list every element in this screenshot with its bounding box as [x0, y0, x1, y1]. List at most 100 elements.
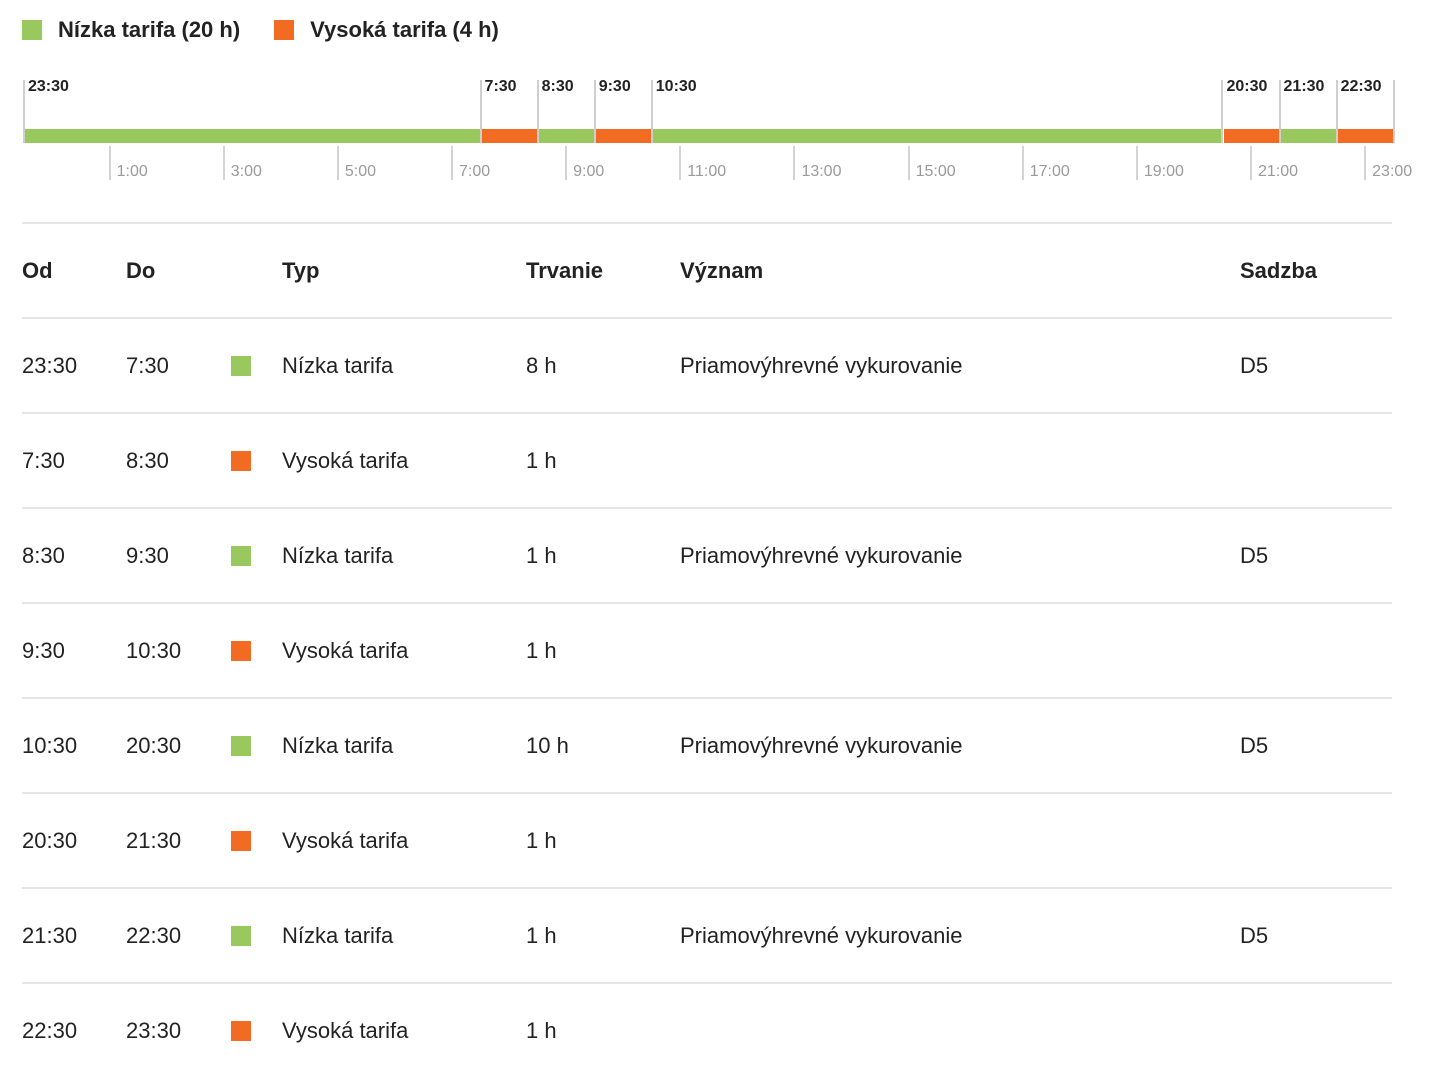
timeline-hour-tick — [907, 146, 910, 180]
timeline-hour-tick — [108, 146, 111, 180]
timeline-segment-high — [596, 129, 652, 143]
table-row: 10:30 20:30 Nízka tarifa 10 h Priamovýhrevné… — [22, 697, 1392, 792]
cell-trvanie: 1 h — [526, 448, 557, 473]
cell-od: 10:30 — [22, 733, 78, 758]
cell-trvanie: 1 h — [526, 923, 557, 948]
cell-trvanie: 1 h — [526, 828, 557, 853]
cell-od: 21:30 — [22, 923, 78, 948]
timeline-boundary-label: 8:30 — [541, 78, 574, 95]
timeline-segment-low — [539, 129, 595, 143]
cell-trvanie: 1 h — [526, 638, 557, 663]
cell-vyznam: Priamovýhrevné vykurovanie — [680, 923, 963, 948]
legend-swatch-high — [274, 20, 295, 40]
cell-typ: Vysoká tarifa — [282, 638, 409, 663]
timeline-boundary-tick — [479, 80, 482, 143]
table-row: 22:30 23:30 Vysoká tarifa 1 h — [22, 982, 1392, 1077]
header-trvanie: Trvanie — [526, 258, 604, 283]
cell-do: 7:30 — [126, 353, 169, 378]
timeline-segment-high — [1338, 129, 1394, 143]
timeline-hour-label: 15:00 — [915, 163, 956, 180]
cell-do: 20:30 — [126, 733, 182, 758]
legend-label-high: Vysoká tarifa (4 h) — [310, 17, 499, 42]
timeline-hour-label: 5:00 — [344, 163, 377, 180]
cell-typ: Vysoká tarifa — [282, 1018, 409, 1043]
cell-sadzba: D5 — [1240, 353, 1269, 378]
timeline-hour-label: 21:00 — [1258, 163, 1299, 180]
cell-od: 22:30 — [22, 1018, 78, 1043]
timeline-boundary-tick — [23, 80, 25, 143]
table-body: 23:30 7:30 Nízka tarifa 8 h Priamovýhrevné v… — [22, 317, 1392, 1077]
cell-sadzba: D5 — [1240, 543, 1269, 568]
timeline-hour-tick — [1135, 146, 1138, 180]
timeline-boundary-label: 22:30 — [1340, 78, 1382, 95]
tariff-type-swatch — [231, 641, 251, 661]
cell-do: 23:30 — [126, 1018, 182, 1043]
tariff-type-swatch — [231, 831, 251, 851]
timeline-boundary-tick — [1221, 80, 1224, 143]
cell-vyznam: Priamovýhrevné vykurovanie — [680, 353, 963, 378]
cell-vyznam: Priamovýhrevné vykurovanie — [680, 733, 963, 758]
tariff-type-swatch — [231, 356, 251, 376]
timeline-boundary-tick — [650, 80, 653, 143]
cell-typ: Nízka tarifa — [282, 923, 394, 948]
timeline-hour-label: 11:00 — [687, 163, 727, 180]
cell-sadzba: D5 — [1240, 733, 1269, 758]
cell-trvanie: 10 h — [526, 733, 569, 758]
timeline-end-tick — [1392, 80, 1395, 143]
cell-do: 21:30 — [126, 828, 182, 853]
header-do: Do — [126, 258, 156, 283]
table-row: 8:30 9:30 Nízka tarifa 1 h Priamovýhrevné vy… — [22, 507, 1392, 602]
cell-trvanie: 1 h — [526, 543, 557, 568]
timeline-boundary-tick — [536, 80, 539, 143]
cell-sadzba: D5 — [1240, 923, 1269, 948]
timeline-hour-tick — [793, 146, 796, 180]
timeline-segment-low — [24, 129, 481, 143]
tariff-timeline: 23:30 7:30 8:30 9:30 10:30 20:30 21:30 22:30 1:0… — [0, 60, 1440, 200]
timeline-hour-label: 19:00 — [1143, 163, 1184, 180]
timeline-hour-label: 13:00 — [801, 163, 842, 180]
timeline-boundary-label: 9:30 — [598, 78, 631, 95]
cell-od: 7:30 — [22, 448, 65, 473]
cell-typ: Vysoká tarifa — [282, 828, 409, 853]
cell-typ: Nízka tarifa — [282, 733, 394, 758]
timeline-segment-high — [482, 129, 538, 143]
legend-swatch-low — [22, 20, 42, 40]
timeline-boundary-label: 21:30 — [1283, 78, 1325, 95]
cell-od: 23:30 — [22, 353, 78, 378]
timeline-segment-low — [653, 129, 1223, 143]
cell-typ: Vysoká tarifa — [282, 448, 409, 473]
timeline-boundary-label: 20:30 — [1226, 78, 1268, 95]
cell-typ: Nízka tarifa — [282, 543, 394, 568]
table-row: 23:30 7:30 Nízka tarifa 8 h Priamovýhrevné v… — [22, 317, 1392, 412]
timeline-boundary-label: 7:30 — [484, 78, 517, 95]
timeline-hour-label: 3:00 — [230, 163, 262, 180]
tariff-type-swatch — [231, 546, 251, 566]
timeline-boundary-tick — [1278, 80, 1281, 143]
tariff-type-swatch — [231, 926, 251, 946]
legend-item-high: Vysoká tarifa (4 h) — [274, 17, 499, 43]
timeline-hour-label: 17:00 — [1029, 163, 1070, 180]
header-sadzba: Sadzba — [1240, 258, 1318, 283]
cell-vyznam: Priamovýhrevné vykurovanie — [680, 543, 963, 568]
timeline-hour-tick — [1021, 146, 1024, 180]
cell-do: 10:30 — [126, 638, 182, 663]
table-row: 9:30 10:30 Vysoká tarifa 1 h — [22, 602, 1392, 697]
tariff-type-swatch — [231, 736, 251, 756]
timeline-hour-label: 23:00 — [1372, 163, 1413, 180]
cell-trvanie: 1 h — [526, 1018, 557, 1043]
tariff-table: Od Do Typ Trvanie Význam Sadzba 23:30 7:3… — [22, 222, 1392, 1077]
header-vyznam: Význam — [680, 258, 764, 283]
timeline-boundary-label: 10:30 — [655, 78, 697, 95]
timeline-hour-tick — [336, 146, 339, 180]
cell-do: 8:30 — [126, 448, 169, 473]
table-header-row: Od Do Typ Trvanie Význam Sadzba — [22, 222, 1392, 317]
legend-label-low: Nízka tarifa (20 h) — [58, 17, 241, 42]
table-row: 20:30 21:30 Vysoká tarifa 1 h — [22, 792, 1392, 887]
timeline-boundary-tick — [1335, 80, 1338, 143]
table-row: 7:30 8:30 Vysoká tarifa 1 h — [22, 412, 1392, 507]
tariff-type-swatch — [231, 451, 251, 471]
timeline-hour-tick — [451, 146, 454, 180]
tariff-type-swatch — [231, 1021, 251, 1041]
timeline-hour-tick — [679, 146, 682, 180]
cell-typ: Nízka tarifa — [282, 353, 394, 378]
